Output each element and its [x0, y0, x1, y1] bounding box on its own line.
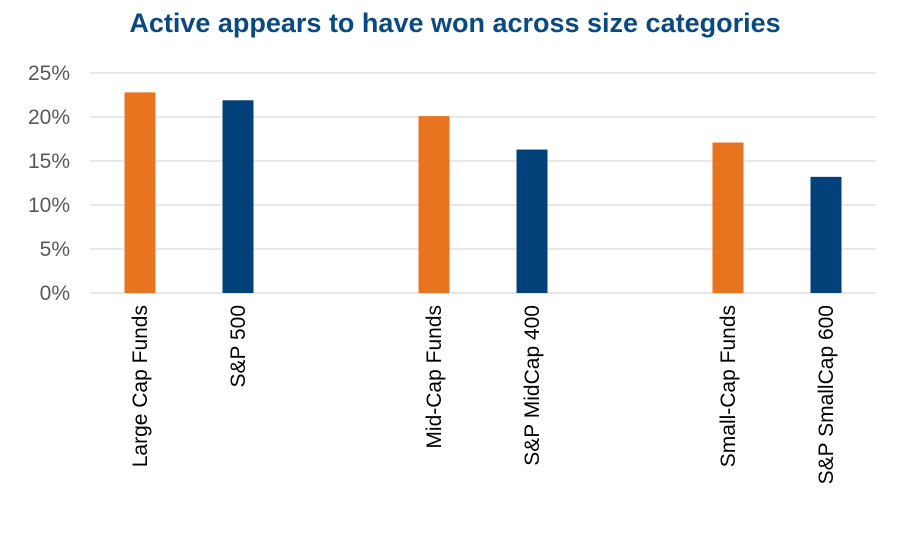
chart-title: Active appears to have won across size c…	[129, 8, 781, 38]
y-tick-label: 10%	[28, 194, 70, 217]
gridlines	[90, 72, 876, 294]
x-category-label: Large Cap Funds	[129, 305, 152, 467]
bars	[124, 92, 842, 294]
bar	[418, 116, 450, 294]
y-tick-label: 20%	[28, 106, 70, 129]
y-tick-label: 25%	[28, 62, 70, 85]
y-tick-label: 0%	[40, 282, 70, 305]
x-category-label: Small-Cap Funds	[717, 305, 740, 467]
x-axis-categories: Large Cap Funds S&P 500 Mid-Cap Funds S&P M…	[129, 305, 838, 484]
bar	[810, 176, 842, 293]
bar	[516, 149, 548, 293]
bar	[222, 100, 254, 293]
bar	[712, 142, 744, 293]
x-category-label: S&P MidCap 400	[521, 305, 544, 466]
x-category-label: Mid-Cap Funds	[423, 305, 446, 449]
y-tick-label: 5%	[40, 238, 70, 261]
bar	[124, 92, 156, 293]
x-category-label: S&P SmallCap 600	[815, 305, 838, 484]
y-axis-ticks: 0% 5% 10% 15% 20% 25%	[28, 62, 70, 305]
x-category-label: S&P 500	[227, 305, 250, 388]
y-tick-label: 15%	[28, 150, 70, 173]
